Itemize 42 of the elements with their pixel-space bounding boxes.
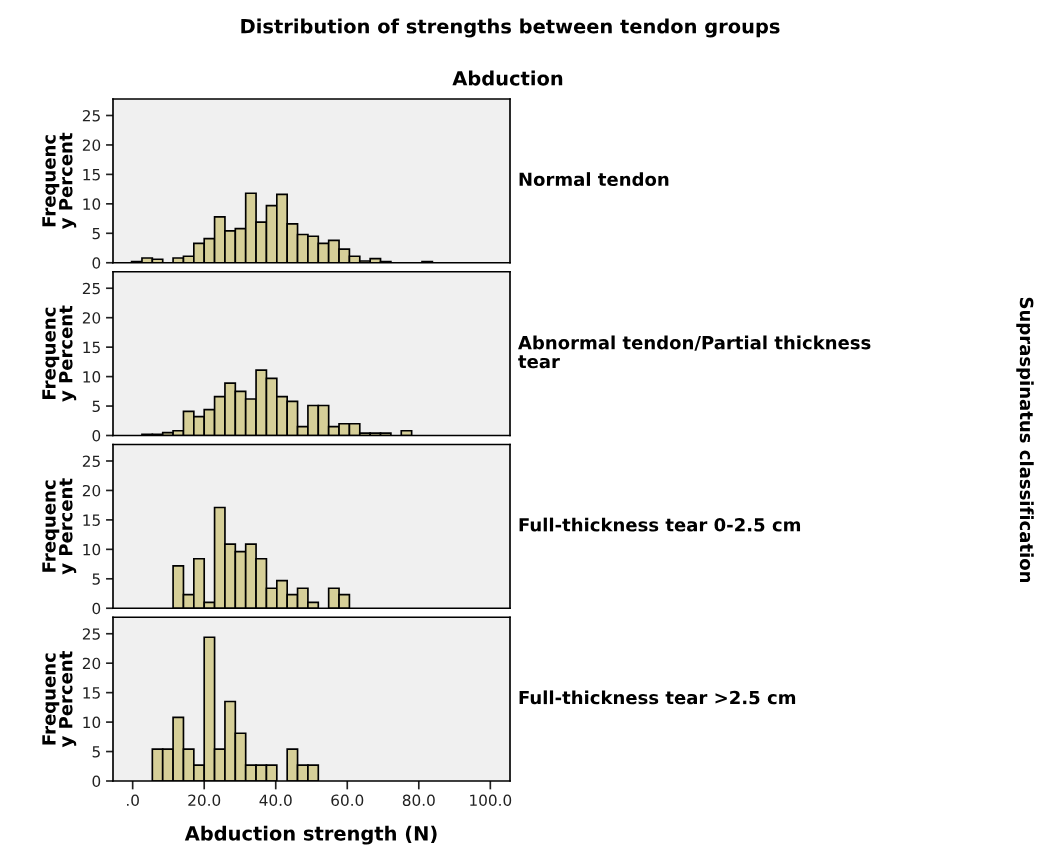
y-tick-label: 0 <box>92 602 101 615</box>
x-tick-label: 20.0 <box>188 794 221 807</box>
text: Supraspinatus classification <box>1016 297 1034 583</box>
y-tick-label: 5 <box>92 573 100 585</box>
y-tick-label: 0 <box>92 775 101 788</box>
y-tick-label: 15 <box>83 169 100 181</box>
text: Abnormal tendon/Partial thickness tear <box>518 335 871 369</box>
y-tick-label: 20 <box>82 139 101 151</box>
x-axis-title: Abduction strength (N) <box>184 825 437 845</box>
y-tick-label: 20 <box>82 312 101 324</box>
x-tick-label: 100.0 <box>470 794 512 807</box>
y-tick-label: 15 <box>83 514 100 526</box>
y-tick-label: 25 <box>82 282 100 295</box>
x-tick-label: 60.0 <box>331 794 364 807</box>
chart-subtitle: Abduction <box>452 70 563 86</box>
y-tick-label: 10 <box>83 716 101 729</box>
y-tick-label: 5 <box>92 227 100 240</box>
y-tick-label: 5 <box>92 746 100 758</box>
y-tick-label: 25 <box>82 628 100 640</box>
y-tick-label: 10 <box>83 371 101 383</box>
y-tick-label: 15 <box>83 687 100 699</box>
y-axis-title: Frequenc y Percent <box>42 305 77 402</box>
y-tick-label: 20 <box>82 484 101 497</box>
text: Full-thickness tear >2.5 cm <box>519 690 796 705</box>
y-tick-label: 0 <box>92 257 101 269</box>
y-tick-label: 5 <box>92 400 100 413</box>
y-tick-label: 15 <box>83 341 100 354</box>
chart-title: Distribution of strengths between tendon groups <box>241 18 780 38</box>
y-tick-label: 0 <box>92 429 101 442</box>
y-tick-label: 10 <box>83 198 101 210</box>
y-tick-label: 20 <box>82 657 101 670</box>
x-tick-label: 40.0 <box>259 794 292 807</box>
y-tick-label: 25 <box>82 455 100 468</box>
y-axis-title: Frequenc y Percent <box>42 478 77 575</box>
x-tick-label: .0 <box>127 794 139 807</box>
y-tick-label: 10 <box>83 543 101 556</box>
text: Normal tendon <box>519 172 669 187</box>
text: Full-thickness tear 0-2.5 cm <box>519 517 801 532</box>
y-axis-title: Frequenc y Percent <box>42 132 77 230</box>
y-tick-label: 25 <box>82 109 100 122</box>
x-tick-label: 80.0 <box>402 794 435 807</box>
y-axis-title: Frequenc y Percent <box>42 651 77 748</box>
